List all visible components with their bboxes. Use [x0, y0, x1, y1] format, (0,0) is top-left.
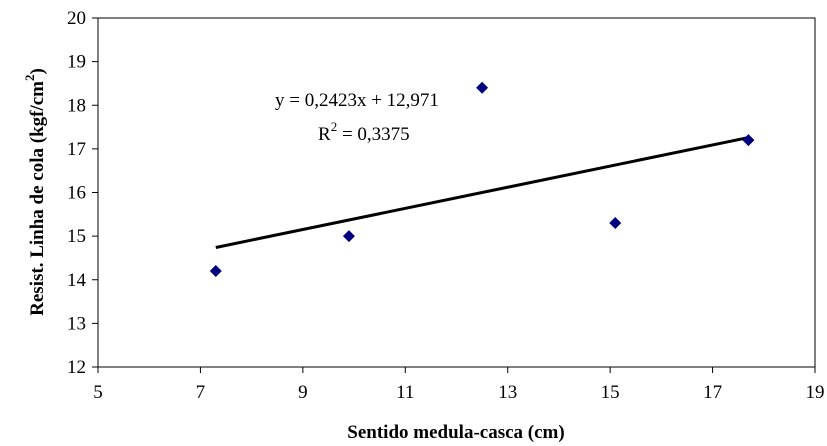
x-tick-label: 13 [498, 382, 517, 403]
y-tick-label: 20 [67, 8, 86, 29]
tick-marks [92, 17, 816, 373]
y-axis-title-main: Resist. Linha de cola (kgf/cm [27, 81, 48, 316]
y-tick-label: 13 [67, 313, 86, 334]
r-squared-sup: 2 [331, 119, 338, 134]
axes [97, 17, 816, 368]
y-tick-label: 16 [67, 183, 86, 204]
data-point [609, 217, 622, 230]
data-point [742, 134, 755, 147]
y-tick-label: 19 [67, 52, 86, 73]
equation-label: y = 0,2423x + 12,971 [275, 90, 439, 111]
x-tick-label: 11 [396, 382, 414, 403]
y-tick-label: 18 [67, 95, 86, 116]
y-tick-label: 17 [67, 139, 86, 160]
y-axis-title-close: ) [27, 68, 48, 74]
y-tick-label: 12 [67, 357, 86, 378]
tick-labels: 5 7 9 11 13 15 17 19 12 13 14 15 16 17 18 19 20 [67, 8, 825, 403]
x-tick-label: 5 [93, 382, 103, 403]
x-tick-label: 17 [703, 382, 722, 403]
r-squared-prefix: R [318, 124, 331, 145]
data-points [209, 81, 755, 278]
trendline [215, 136, 749, 249]
y-tick-label: 15 [67, 226, 86, 247]
x-tick-label: 7 [196, 382, 206, 403]
y-axis-title: Resist. Linha de cola (kgf/cm2) [22, 68, 48, 316]
x-tick-label: 15 [601, 382, 620, 403]
r-squared-value: = 0,3375 [337, 124, 409, 145]
x-tick-label: 19 [806, 382, 825, 403]
x-axis-title: Sentido medula-casca (cm) [347, 422, 564, 443]
data-point [209, 265, 222, 278]
data-point [342, 230, 355, 243]
y-axis-title-sup: 2 [22, 74, 37, 81]
y-tick-label: 14 [67, 270, 87, 291]
plot-area [97, 17, 816, 368]
trendline-group [215, 136, 749, 249]
r-squared-label: R2 = 0,3375 [318, 119, 410, 145]
x-tick-label: 9 [298, 382, 308, 403]
data-point [476, 81, 489, 94]
